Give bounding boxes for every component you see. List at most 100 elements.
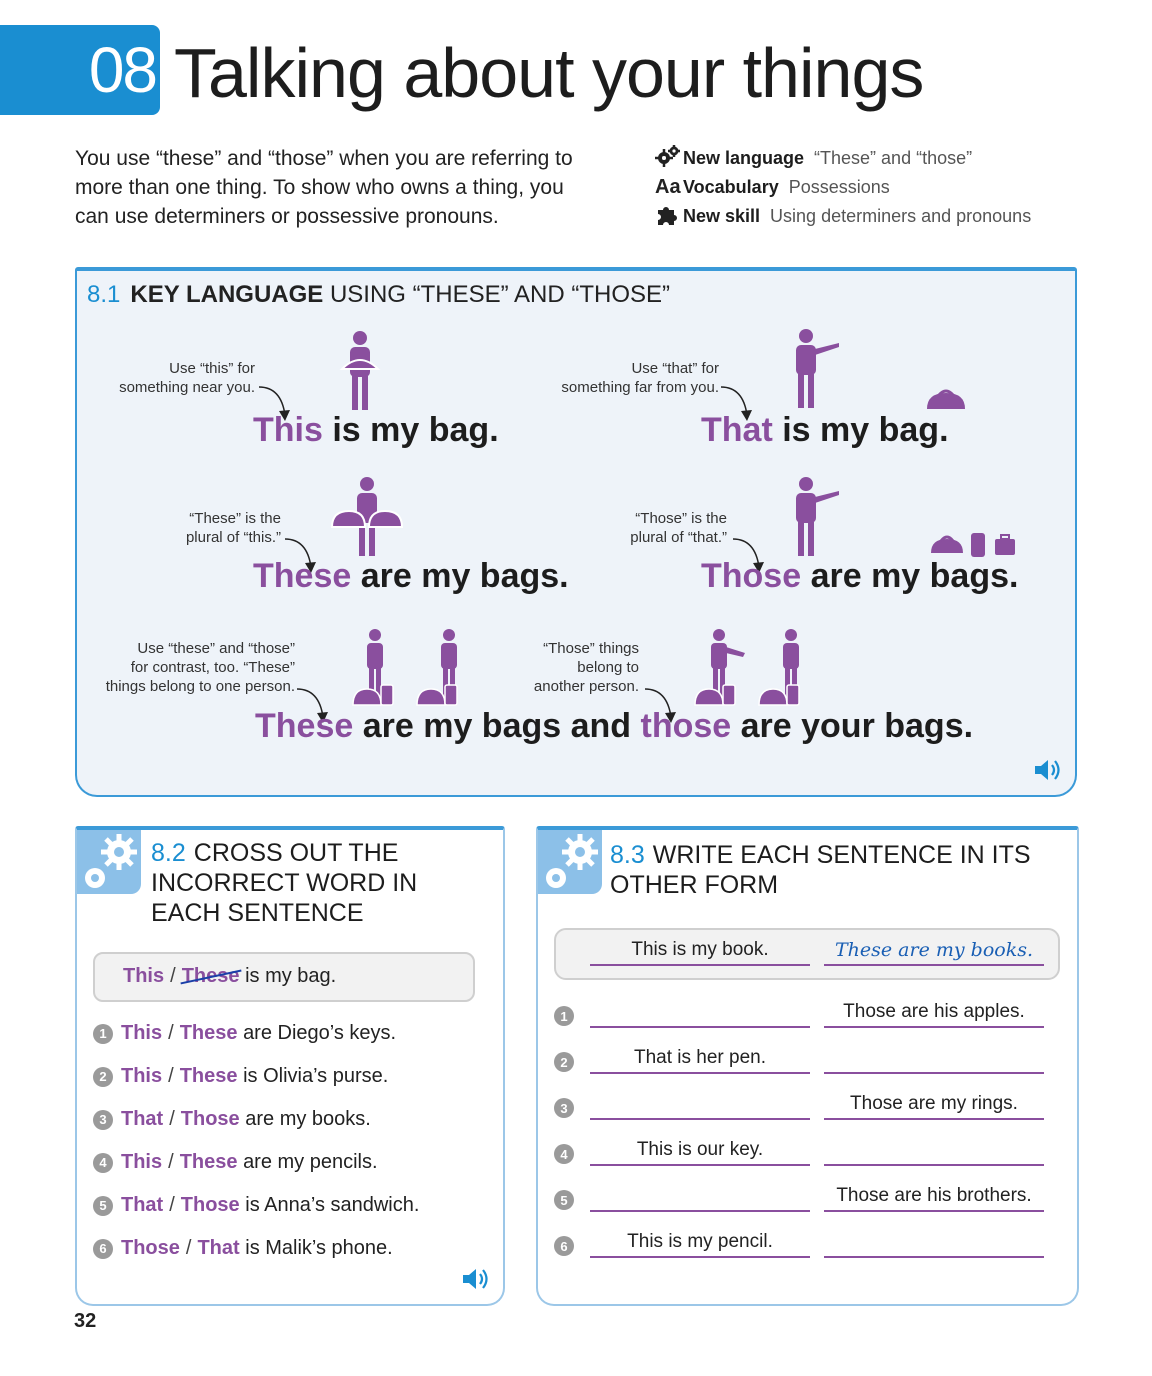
audio-speaker-icon[interactable] bbox=[461, 1266, 491, 1292]
arrow-icon bbox=[720, 386, 752, 421]
key-language-panel: 8.1 KEY LANGUAGE USING “THESE” AND “THOSE… bbox=[75, 267, 1077, 797]
note-line: Use “this” for bbox=[169, 360, 255, 377]
question-row: 1 This / These are Diego’s keys. bbox=[93, 1012, 483, 1055]
gear-tab bbox=[538, 830, 602, 894]
info-label: New language bbox=[683, 148, 805, 168]
note-line: “Those” is the bbox=[635, 510, 727, 527]
arrow-icon bbox=[284, 538, 316, 573]
sentence-contrast: These are my bags and those are your bag… bbox=[255, 707, 974, 745]
answer-left[interactable]: This is our key. bbox=[590, 1136, 810, 1166]
item-number: 3 bbox=[554, 1098, 574, 1118]
two-people-pointing-icon bbox=[694, 629, 800, 706]
choice-b[interactable]: Those bbox=[180, 1194, 240, 1216]
choice-a[interactable]: That bbox=[121, 1194, 164, 1216]
choice-a[interactable]: This bbox=[121, 1065, 163, 1087]
answer-left[interactable]: This is my pencil. bbox=[590, 1228, 810, 1258]
info-value: Using determiners and pronouns bbox=[770, 206, 1032, 226]
person-pointing-icon bbox=[796, 329, 839, 408]
page-title: Talking about your things bbox=[174, 34, 924, 112]
aa-icon: Aa bbox=[655, 176, 681, 198]
note-those: “Those” is the plural of “that.” bbox=[607, 509, 727, 547]
puzzle-icon bbox=[655, 202, 683, 232]
section-8-3-heading: 8.3 WRITE EACH SENTENCE IN ITS OTHER FORM bbox=[610, 840, 1050, 900]
answer-left[interactable] bbox=[590, 1182, 810, 1212]
gears-icon bbox=[546, 834, 598, 888]
answer-right[interactable] bbox=[824, 1228, 1044, 1258]
info-new-skill: New skill Using determiners and pronouns bbox=[655, 202, 1031, 231]
item-number: 5 bbox=[554, 1190, 574, 1210]
answer-left[interactable] bbox=[590, 998, 810, 1028]
choice-a[interactable]: This bbox=[121, 1022, 163, 1044]
note-line: “Those” things bbox=[543, 640, 639, 657]
unit-number: 08 bbox=[0, 25, 160, 115]
example-row bbox=[554, 928, 1060, 980]
example-answer: These are my books. bbox=[824, 936, 1044, 966]
choice-a[interactable]: Those bbox=[121, 1237, 180, 1259]
choice-b[interactable]: Those bbox=[180, 1108, 240, 1130]
note-line: Use “these” and “those” bbox=[137, 640, 295, 657]
note-line: for contrast, too. “These” bbox=[130, 659, 295, 676]
sentence-rest: is my bag. bbox=[245, 965, 337, 987]
choice-b[interactable]: These bbox=[179, 1022, 238, 1044]
info-new-language: New language “These” and “those” bbox=[655, 144, 1031, 173]
note-another-person: “Those” things belong to another person. bbox=[527, 639, 639, 696]
note-contrast: Use “these” and “those” for contrast, to… bbox=[97, 639, 295, 696]
intro-text: You use “these” and “those” when you are… bbox=[75, 147, 573, 228]
arrow-icon bbox=[258, 386, 290, 421]
info-vocabulary: Aa Vocabulary Possessions bbox=[655, 173, 1031, 202]
section-number: 8.2 bbox=[151, 839, 186, 867]
note-these: “These” is the plural of “this.” bbox=[137, 509, 281, 547]
question-list: 1 This / These are Diego’s keys. 2 This / Thes… bbox=[93, 1012, 483, 1270]
choice-b[interactable]: These bbox=[179, 1065, 238, 1087]
sentence-those: Those are my bags. bbox=[701, 557, 1019, 595]
item-number: 1 bbox=[554, 1006, 574, 1026]
answer-left[interactable] bbox=[590, 1090, 810, 1120]
answer-left[interactable]: That is her pen. bbox=[590, 1044, 810, 1074]
question-row: 6 Those / That is Malik’s phone. bbox=[93, 1227, 483, 1270]
person-holding-bag-icon bbox=[339, 331, 381, 410]
crossed-word: These bbox=[181, 965, 240, 987]
section-title-bold: KEY LANGUAGE bbox=[130, 281, 324, 308]
info-value: Possessions bbox=[788, 177, 890, 197]
choice-a[interactable]: This bbox=[121, 1151, 163, 1173]
gears-icon bbox=[655, 144, 683, 173]
sentence-this: This is my bag. bbox=[253, 411, 499, 449]
info-list: New language “These” and “those” Aa Voca… bbox=[655, 144, 1031, 231]
choice-a[interactable]: That bbox=[121, 1108, 164, 1130]
bag-icon bbox=[927, 389, 965, 409]
question-row: 3 That / Those are my books. bbox=[93, 1098, 483, 1141]
example-left: This is my book. bbox=[590, 936, 810, 966]
sentence-that: That is my bag. bbox=[701, 411, 949, 449]
note-line: things belong to one person. bbox=[105, 678, 295, 695]
answer-right[interactable]: Those are my rings. bbox=[824, 1090, 1044, 1120]
gear-tab bbox=[77, 830, 141, 894]
note-line: belong to bbox=[577, 659, 639, 676]
exercise-8-2: 8.2 CROSS OUT THE INCORRECT WORD IN EACH … bbox=[75, 826, 505, 1306]
answer-right[interactable]: Those are his brothers. bbox=[824, 1182, 1044, 1212]
section-8-2-heading: 8.2 CROSS OUT THE INCORRECT WORD IN EACH … bbox=[151, 838, 471, 928]
note-line: Use “that” for bbox=[631, 360, 719, 377]
note-line: another person. bbox=[533, 678, 639, 695]
choice-b[interactable]: These bbox=[179, 1151, 238, 1173]
question-row: 5 That / Those is Anna’s sandwich. bbox=[93, 1184, 483, 1227]
note-that: Use “that” for something far from you. bbox=[547, 359, 719, 397]
section-title: USING “THESE” AND “THOSE” bbox=[329, 281, 670, 308]
note-line: “These” is the bbox=[189, 510, 281, 527]
person-pointing-icon bbox=[796, 477, 839, 556]
audio-speaker-icon[interactable] bbox=[1033, 757, 1063, 783]
gears-icon bbox=[85, 834, 137, 888]
info-label: Vocabulary bbox=[683, 177, 779, 197]
note-line: something near you. bbox=[119, 379, 255, 396]
answer-right[interactable]: Those are his apples. bbox=[824, 998, 1044, 1028]
answer-right[interactable] bbox=[824, 1044, 1044, 1074]
example-sentence: This / These is my bag. bbox=[93, 952, 475, 1002]
section-title: CROSS OUT THE INCORRECT WORD IN EACH SEN… bbox=[151, 839, 418, 927]
note-line: something far from you. bbox=[561, 379, 719, 396]
answer-right[interactable] bbox=[824, 1136, 1044, 1166]
arrow-icon bbox=[296, 688, 328, 723]
choice-b[interactable]: That bbox=[197, 1237, 240, 1259]
two-people-with-bags-icon bbox=[352, 629, 458, 706]
question-row: 2 This / These is Olivia’s purse. bbox=[93, 1055, 483, 1098]
item-number: 6 bbox=[554, 1236, 574, 1256]
exercise-8-3: 8.3 WRITE EACH SENTENCE IN ITS OTHER FORM… bbox=[536, 826, 1079, 1306]
